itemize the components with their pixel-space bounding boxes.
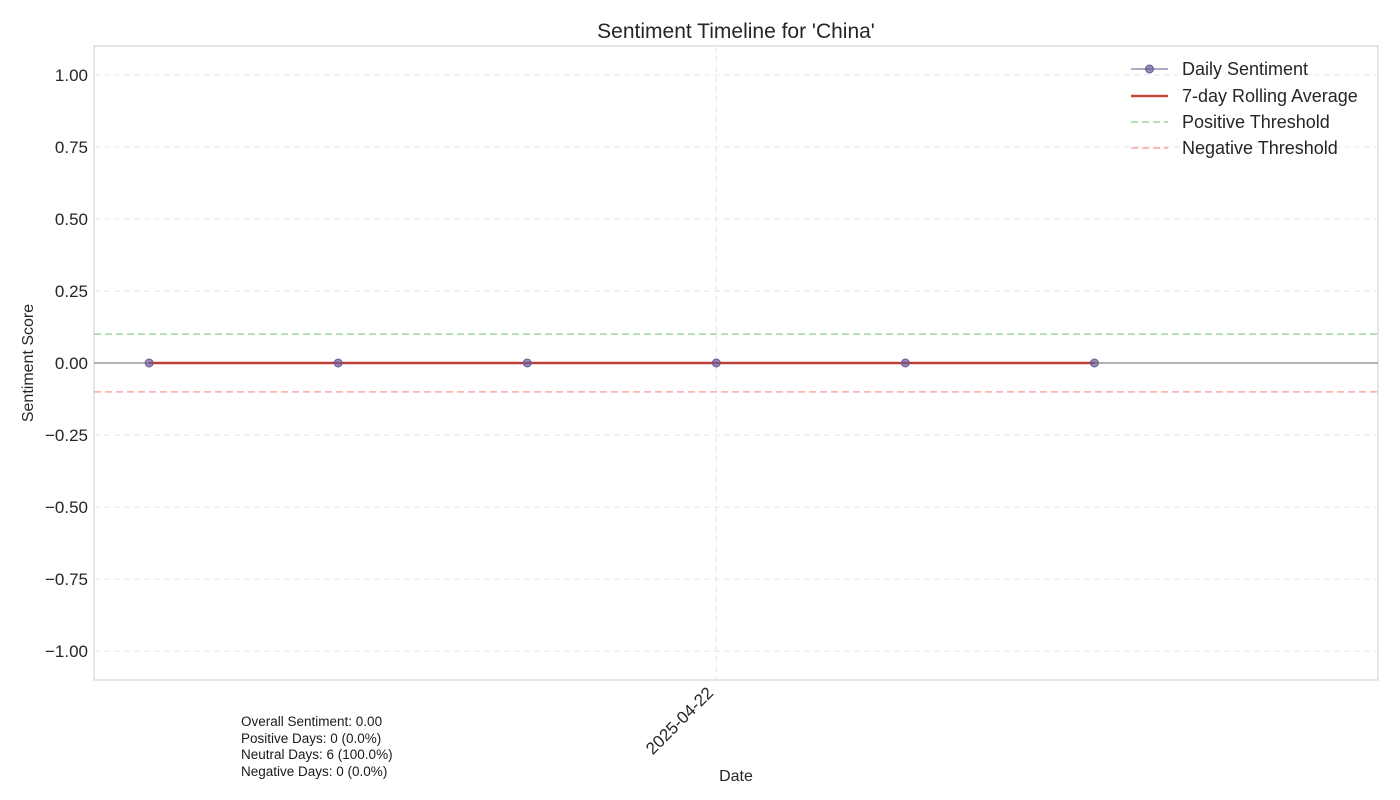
y-tick-label: 0.00	[55, 354, 88, 373]
daily-sentiment-point	[900, 358, 910, 368]
y-axis-ticks: 1.00 0.75 0.50 0.25 0.00 −0.25 −0.50 −0.75 −1.00	[45, 66, 88, 661]
legend: Daily Sentiment 7-day Rolling Average Posi…	[1131, 59, 1358, 158]
y-tick-label: −0.75	[45, 570, 88, 589]
legend-negative-threshold-label: Negative Threshold	[1182, 138, 1338, 158]
chart-title: Sentiment Timeline for 'China'	[597, 20, 875, 43]
daily-sentiment-point	[144, 358, 154, 368]
daily-sentiment-point	[1089, 358, 1099, 368]
y-tick-label: 0.50	[55, 210, 88, 229]
x-axis-label: Date	[719, 768, 753, 785]
y-tick-label: 1.00	[55, 66, 88, 85]
neutral-days-text: Neutral Days: 6 (100.0%)	[241, 747, 393, 762]
daily-sentiment-point	[711, 358, 721, 368]
y-tick-label: −1.00	[45, 642, 88, 661]
y-tick-label: 0.75	[55, 138, 88, 157]
grid	[94, 46, 1378, 680]
y-tick-label: −0.25	[45, 426, 88, 445]
overall-sentiment-text: Overall Sentiment: 0.00	[241, 714, 383, 729]
x-tick-label: 2025-04-22	[642, 683, 717, 758]
y-axis-label: Sentiment Score	[20, 304, 37, 422]
negative-days-text: Negative Days: 0 (0.0%)	[241, 763, 388, 779]
legend-positive-threshold-label: Positive Threshold	[1182, 112, 1330, 132]
summary-stats: Overall Sentiment: 0.00 Positive Days: 0…	[241, 714, 393, 780]
positive-days-text: Positive Days: 0 (0.0%)	[241, 730, 382, 746]
legend-daily-sentiment-marker	[1145, 64, 1154, 74]
x-axis-ticks: 2025-04-22	[642, 683, 717, 758]
series-layer	[144, 358, 1099, 368]
daily-sentiment-point	[522, 358, 532, 368]
daily-sentiment-point	[333, 358, 343, 368]
y-tick-label: 0.25	[55, 282, 88, 301]
legend-daily-sentiment-label: Daily Sentiment	[1182, 59, 1308, 79]
y-tick-label: −0.50	[45, 498, 88, 517]
legend-7-day-rolling-average-label: 7-day Rolling Average	[1182, 86, 1358, 106]
